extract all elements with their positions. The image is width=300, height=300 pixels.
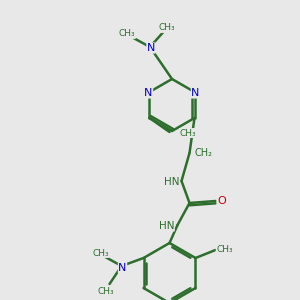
Text: N: N	[191, 88, 200, 98]
Text: CH₃: CH₃	[179, 128, 196, 137]
Text: CH₃: CH₃	[119, 29, 135, 38]
Text: HN: HN	[164, 177, 179, 187]
Text: CH₃: CH₃	[216, 245, 233, 254]
Text: O: O	[217, 196, 226, 206]
Text: CH₂: CH₂	[194, 148, 212, 158]
Text: N: N	[118, 263, 127, 273]
Text: CH₃: CH₃	[159, 23, 175, 32]
Text: CH₃: CH₃	[92, 248, 109, 257]
Text: CH₃: CH₃	[97, 286, 114, 296]
Text: N: N	[144, 88, 153, 98]
Text: N: N	[147, 43, 155, 53]
Text: HN: HN	[159, 221, 174, 231]
